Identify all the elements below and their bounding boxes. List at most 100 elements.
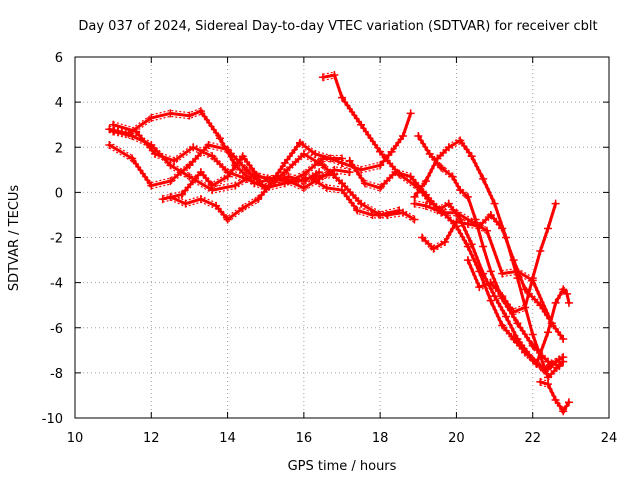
data-point — [223, 172, 232, 181]
y-tick-label: -6 — [50, 322, 63, 337]
data-point — [440, 238, 449, 247]
data-point — [265, 181, 274, 190]
data-point — [479, 242, 488, 251]
data-point — [559, 407, 568, 416]
series-marker-band — [341, 110, 412, 168]
x-tick-label: 10 — [67, 431, 84, 446]
series-marker-band — [414, 205, 564, 375]
data-point — [345, 156, 354, 165]
data-point — [479, 174, 488, 183]
series-arc15 — [463, 199, 560, 316]
series-marker-band — [322, 71, 560, 367]
data-point — [311, 150, 320, 159]
series-marker-band — [467, 200, 557, 310]
data-point — [208, 152, 217, 161]
data-point — [322, 183, 331, 192]
data-point — [299, 177, 308, 186]
data-point — [528, 330, 537, 339]
series-arc7 — [318, 71, 564, 373]
data-point — [170, 156, 179, 165]
data-point — [406, 109, 415, 118]
series-marker-band — [112, 127, 320, 188]
plot-frame — [74, 56, 610, 419]
data-point — [215, 134, 224, 143]
data-point — [166, 177, 175, 186]
data-point — [410, 192, 419, 201]
series-arc17 — [536, 377, 573, 416]
data-point — [147, 113, 156, 122]
y-tick-label: 4 — [55, 96, 63, 111]
data-point — [189, 143, 198, 152]
data-point — [509, 307, 518, 316]
data-point — [433, 206, 442, 215]
series-marker-band — [535, 291, 570, 368]
data-point — [307, 174, 316, 183]
grid — [75, 57, 609, 418]
data-point — [128, 131, 137, 140]
data-point — [543, 373, 552, 382]
data-point — [536, 247, 545, 256]
plot-area — [105, 71, 573, 416]
data-point — [509, 256, 518, 265]
data-point — [463, 256, 472, 265]
data-point — [204, 140, 213, 149]
data-point — [456, 186, 465, 195]
data-point — [399, 208, 408, 217]
data-point — [399, 131, 408, 140]
data-point — [463, 192, 472, 201]
data-point — [166, 161, 175, 170]
x-tick-label: 18 — [372, 431, 389, 446]
data-point — [368, 210, 377, 219]
data-point — [387, 147, 396, 156]
data-point — [383, 210, 392, 219]
data-point — [521, 303, 530, 312]
data-point — [490, 292, 499, 301]
data-point — [490, 199, 499, 208]
series-marker-band — [349, 163, 553, 327]
data-point — [128, 154, 137, 163]
data-point — [231, 181, 240, 190]
data-point — [410, 215, 419, 224]
data-point — [559, 353, 568, 362]
y-axis-label: SDTVAR / TECUs — [7, 185, 22, 292]
data-point — [551, 298, 560, 307]
data-point — [280, 168, 289, 177]
y-tick-label: -4 — [50, 277, 63, 292]
data-point — [318, 161, 327, 170]
data-point — [555, 362, 564, 371]
x-tick-label: 12 — [143, 431, 160, 446]
data-point — [238, 204, 247, 213]
data-point — [502, 312, 511, 321]
chart-title: Day 037 of 2024, Sidereal Day-to-day VTE… — [78, 19, 597, 34]
data-point — [418, 233, 427, 242]
data-point — [208, 181, 217, 190]
data-point — [196, 168, 205, 177]
data-point — [299, 170, 308, 179]
data-point — [532, 359, 541, 368]
data-point — [357, 120, 366, 129]
data-point — [212, 201, 221, 210]
data-point — [284, 177, 293, 186]
data-point — [338, 159, 346, 168]
data-point — [475, 283, 484, 292]
data-point — [528, 341, 537, 350]
data-point — [254, 172, 263, 181]
series-line — [466, 202, 558, 314]
data-point — [521, 285, 530, 294]
data-point — [345, 168, 354, 177]
data-point — [421, 190, 430, 199]
data-point — [299, 150, 308, 159]
data-point — [543, 357, 552, 366]
data-point — [357, 165, 366, 174]
data-point — [528, 355, 537, 364]
data-point — [296, 138, 305, 147]
series-marker-band — [467, 206, 557, 316]
x-tick-label: 24 — [601, 431, 618, 446]
data-point — [452, 217, 461, 226]
data-point — [479, 269, 488, 278]
data-point — [437, 163, 446, 172]
data-point — [299, 183, 308, 192]
data-point — [543, 328, 552, 337]
data-point — [421, 177, 430, 186]
data-point — [486, 210, 495, 219]
